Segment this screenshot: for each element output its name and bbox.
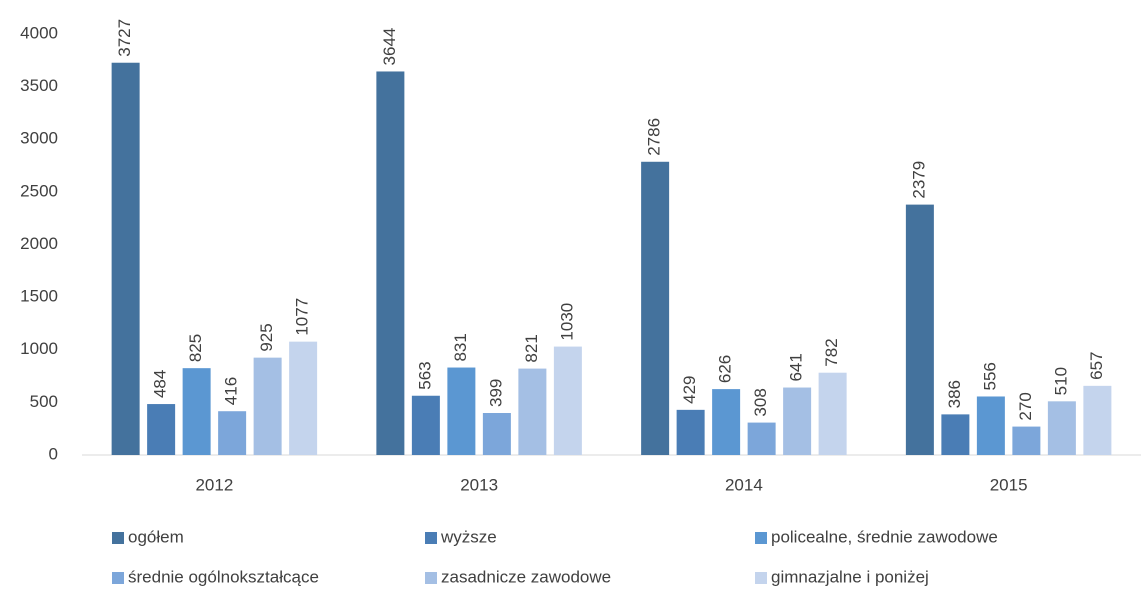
value-label: 831 bbox=[451, 333, 470, 361]
value-label: 641 bbox=[787, 353, 806, 381]
value-label: 821 bbox=[522, 334, 541, 362]
value-label: 416 bbox=[222, 377, 241, 405]
bar bbox=[1012, 426, 1041, 455]
bar bbox=[783, 387, 812, 455]
value-label: 3727 bbox=[115, 19, 134, 57]
value-label: 657 bbox=[1087, 351, 1106, 379]
legend-label: policealne, średnie zawodowe bbox=[771, 527, 998, 546]
value-label: 563 bbox=[415, 361, 434, 389]
y-tick-label: 3500 bbox=[20, 76, 58, 95]
bar bbox=[553, 346, 582, 455]
x-tick-label: 2014 bbox=[725, 475, 763, 494]
bar bbox=[1047, 401, 1076, 455]
x-tick-label: 2015 bbox=[990, 475, 1028, 494]
legend-label: ogółem bbox=[128, 527, 184, 546]
bar bbox=[676, 409, 705, 455]
bar bbox=[482, 413, 511, 455]
legend-label: średnie ogólnokształcące bbox=[128, 567, 319, 586]
value-label: 782 bbox=[822, 338, 841, 366]
legend-swatch bbox=[755, 532, 767, 544]
bar bbox=[253, 357, 282, 455]
legend-swatch bbox=[425, 572, 437, 584]
bar bbox=[376, 71, 405, 456]
bar bbox=[818, 372, 847, 455]
x-tick-label: 2013 bbox=[460, 475, 498, 494]
y-tick-label: 3000 bbox=[20, 129, 58, 148]
bar bbox=[518, 368, 547, 455]
value-label: 626 bbox=[716, 355, 735, 383]
legend-swatch bbox=[112, 572, 124, 584]
value-label: 2786 bbox=[645, 118, 664, 156]
y-tick-label: 1000 bbox=[20, 339, 58, 358]
bar bbox=[712, 389, 741, 455]
value-label: 825 bbox=[186, 334, 205, 362]
value-label: 510 bbox=[1051, 367, 1070, 395]
legend-label: zasadnicze zawodowe bbox=[441, 567, 611, 586]
value-label: 2379 bbox=[909, 161, 928, 199]
y-tick-label: 0 bbox=[49, 444, 58, 463]
value-label: 386 bbox=[945, 380, 964, 408]
y-tick-label: 2000 bbox=[20, 234, 58, 253]
bar bbox=[905, 204, 934, 455]
bar bbox=[182, 368, 211, 455]
legend-label: wyższe bbox=[440, 527, 497, 546]
y-tick-label: 4000 bbox=[20, 23, 58, 42]
bar bbox=[147, 404, 176, 455]
bar bbox=[641, 161, 670, 455]
value-label: 3644 bbox=[380, 28, 399, 66]
value-label: 399 bbox=[486, 379, 505, 407]
y-tick-label: 2500 bbox=[20, 181, 58, 200]
legend-label: gimnazjalne i poniżej bbox=[771, 567, 929, 586]
y-tick-label: 1500 bbox=[20, 287, 58, 306]
value-label: 270 bbox=[1016, 392, 1035, 420]
legend-swatch bbox=[425, 532, 437, 544]
value-label: 925 bbox=[257, 323, 276, 351]
bar bbox=[976, 396, 1005, 455]
value-label: 308 bbox=[751, 388, 770, 416]
x-tick-label: 2012 bbox=[195, 475, 233, 494]
value-label: 556 bbox=[980, 362, 999, 390]
bar bbox=[747, 422, 776, 455]
value-label: 429 bbox=[680, 375, 699, 403]
legend-swatch bbox=[112, 532, 124, 544]
bar bbox=[1083, 385, 1112, 455]
bar bbox=[289, 341, 318, 455]
bar bbox=[111, 62, 140, 456]
legend-swatch bbox=[755, 572, 767, 584]
value-label: 1030 bbox=[557, 303, 576, 341]
bar bbox=[411, 395, 440, 455]
value-label: 484 bbox=[151, 370, 170, 398]
bar bbox=[941, 414, 970, 455]
y-tick-label: 500 bbox=[30, 392, 58, 411]
value-label: 1077 bbox=[293, 298, 312, 336]
bar bbox=[447, 367, 476, 455]
bar bbox=[218, 411, 247, 455]
